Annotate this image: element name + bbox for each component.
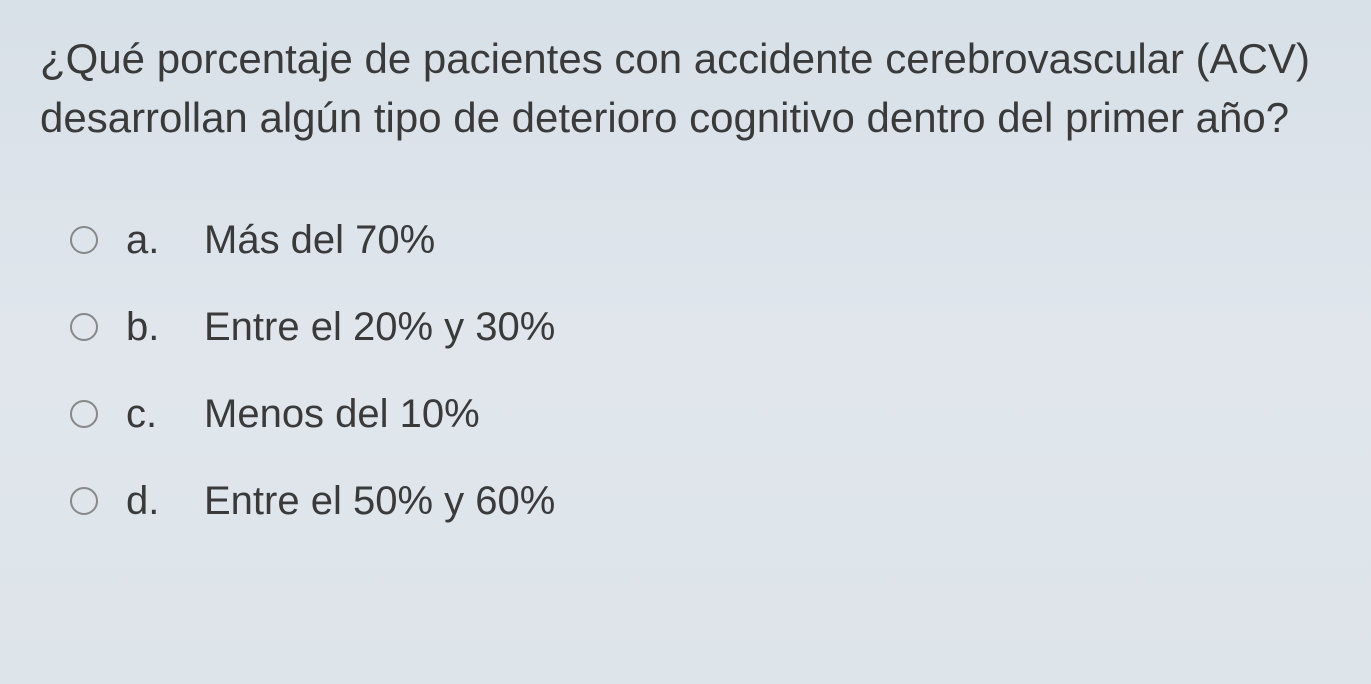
option-d[interactable]: d. Entre el 50% y 60% [70,479,1331,524]
option-c[interactable]: c. Menos del 10% [70,392,1331,437]
option-b[interactable]: b. Entre el 20% y 30% [70,305,1331,350]
option-letter: c. [126,392,176,437]
option-text: Entre el 20% y 30% [204,305,555,350]
option-letter: a. [126,218,176,263]
radio-button[interactable] [70,313,98,341]
option-text: Menos del 10% [204,392,480,437]
radio-button[interactable] [70,487,98,515]
radio-button[interactable] [70,226,98,254]
question-text: ¿Qué porcentaje de pacientes con acciden… [40,30,1331,148]
option-letter: b. [126,305,176,350]
question-container: ¿Qué porcentaje de pacientes con acciden… [40,30,1331,524]
option-a[interactable]: a. Más del 70% [70,218,1331,263]
options-list: a. Más del 70% b. Entre el 20% y 30% c. … [40,218,1331,524]
option-text: Más del 70% [204,218,435,263]
option-text: Entre el 50% y 60% [204,479,555,524]
option-letter: d. [126,479,176,524]
radio-button[interactable] [70,400,98,428]
